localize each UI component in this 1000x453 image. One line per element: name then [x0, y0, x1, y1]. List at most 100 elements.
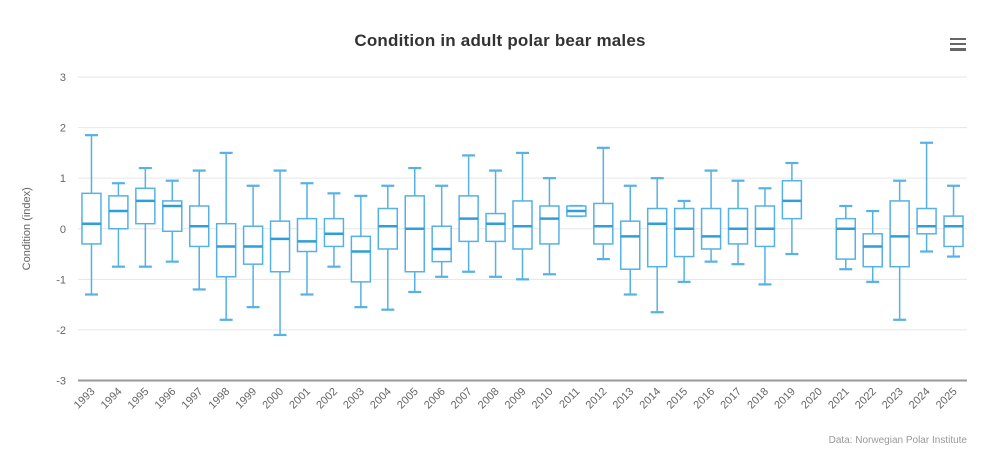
boxplot-box-1994 — [108, 182, 129, 268]
boxplot-box-1996 — [162, 179, 183, 263]
iqr-box — [81, 192, 102, 245]
x-tick-label-2004: 2004 — [368, 386, 394, 412]
boxplot-box-2012 — [593, 146, 614, 261]
iqr-box — [350, 235, 372, 283]
x-tick-label-1995: 1995 — [126, 386, 152, 412]
boxplot-box-2001 — [296, 182, 318, 296]
boxplot-box-2024 — [916, 141, 937, 253]
boxplot-box-1997 — [188, 169, 210, 291]
x-tick-label-1997: 1997 — [180, 386, 206, 412]
boxplot-box-2005 — [404, 166, 425, 294]
boxplot-box-2009 — [512, 151, 533, 281]
x-tick-label-2012: 2012 — [584, 386, 610, 412]
y-axis-title: Condition (index) — [21, 187, 33, 270]
iqr-box — [593, 202, 614, 245]
x-tick-label-2017: 2017 — [718, 386, 744, 412]
hamburger-menu-button[interactable] — [946, 32, 972, 56]
y-tick-label--1: -1 — [56, 274, 66, 286]
iqr-box — [431, 225, 452, 263]
iqr-box — [754, 205, 776, 248]
x-tick-label-2022: 2022 — [853, 386, 879, 412]
iqr-box — [242, 225, 264, 265]
x-tick-label-2011: 2011 — [557, 386, 582, 411]
iqr-box — [323, 217, 345, 248]
x-tick-label-2025: 2025 — [934, 386, 960, 412]
boxplot-box-2022 — [862, 209, 883, 283]
iqr-box — [108, 195, 129, 230]
iqr-box — [781, 179, 803, 220]
x-tick-label-2014: 2014 — [638, 386, 664, 412]
x-tick-label-2009: 2009 — [503, 386, 529, 412]
boxplot-box-2006 — [431, 184, 452, 278]
iqr-box — [943, 215, 964, 248]
x-tick-label-2002: 2002 — [314, 386, 340, 412]
iqr-box — [727, 207, 749, 245]
y-tick-label--2: -2 — [56, 325, 66, 337]
x-tick-label-2019: 2019 — [772, 386, 798, 412]
boxplot-box-2008 — [485, 169, 506, 278]
x-tick-label-2001: 2001 — [287, 386, 313, 412]
iqr-box — [135, 187, 156, 225]
iqr-box — [162, 200, 183, 233]
iqr-box — [700, 207, 722, 250]
iqr-box — [673, 207, 695, 258]
chart-title: Condition in adult polar bear males — [354, 31, 646, 50]
x-tick-label-2005: 2005 — [395, 386, 421, 412]
x-tick-label-2015: 2015 — [664, 386, 690, 412]
iqr-box — [485, 212, 506, 243]
boxplot-box-1999 — [242, 184, 264, 309]
x-tick-label-2008: 2008 — [476, 386, 502, 412]
boxplot-box-2014 — [646, 177, 668, 314]
iqr-box — [835, 217, 857, 260]
iqr-box — [512, 200, 533, 250]
x-tick-label-2010: 2010 — [530, 386, 556, 412]
iqr-box — [377, 207, 399, 250]
x-tick-label-1999: 1999 — [233, 386, 259, 412]
iqr-box — [889, 200, 910, 268]
boxplot-box-2015 — [673, 199, 695, 283]
boxplot-box-1998 — [215, 151, 237, 321]
x-tick-label-2000: 2000 — [260, 386, 286, 412]
iqr-box — [215, 222, 237, 278]
boxplot-box-2025 — [943, 184, 964, 258]
hamburger-menu-icon — [950, 37, 968, 51]
iqr-box — [404, 195, 425, 273]
x-tick-label-1998: 1998 — [206, 386, 232, 412]
boxplot-box-2023 — [889, 179, 910, 321]
x-tick-label-2003: 2003 — [341, 386, 367, 412]
boxplot-box-1995 — [135, 166, 156, 268]
y-tick-label--3: -3 — [56, 376, 66, 388]
iqr-box — [620, 220, 641, 270]
x-tick-label-2021: 2021 — [826, 386, 852, 412]
y-tick-label-0: 0 — [60, 224, 66, 236]
iqr-box — [269, 220, 291, 273]
boxplot-box-2013 — [620, 184, 641, 296]
credits-text: Data: Norwegian Polar Institute — [828, 435, 967, 446]
iqr-box — [646, 207, 668, 268]
boxplot-box-2000 — [269, 169, 291, 337]
y-tick-label-2: 2 — [60, 123, 66, 135]
y-tick-label-1: 1 — [60, 173, 66, 185]
iqr-box — [862, 233, 883, 268]
boxplot-box-2002 — [323, 192, 345, 268]
x-tick-label-2023: 2023 — [880, 386, 906, 412]
x-tick-label-1994: 1994 — [99, 386, 125, 412]
x-tick-label-2020: 2020 — [799, 386, 825, 412]
boxplot-box-1993 — [81, 134, 102, 296]
x-tick-label-1996: 1996 — [153, 386, 179, 412]
boxplot-box-2017 — [727, 179, 749, 266]
boxplot-box-2003 — [350, 194, 372, 309]
boxplot-box-2010 — [539, 177, 560, 276]
x-tick-label-2007: 2007 — [449, 386, 475, 412]
boxplot-box-2016 — [700, 169, 722, 263]
x-tick-label-2024: 2024 — [907, 386, 933, 412]
boxplot-box-2021 — [835, 204, 857, 271]
iqr-box — [916, 207, 937, 235]
x-tick-label-2006: 2006 — [422, 386, 448, 412]
iqr-box — [539, 205, 560, 245]
boxplot-box-2007 — [458, 154, 479, 273]
x-tick-label-2013: 2013 — [611, 386, 637, 412]
boxplot-box-2019 — [781, 161, 803, 256]
